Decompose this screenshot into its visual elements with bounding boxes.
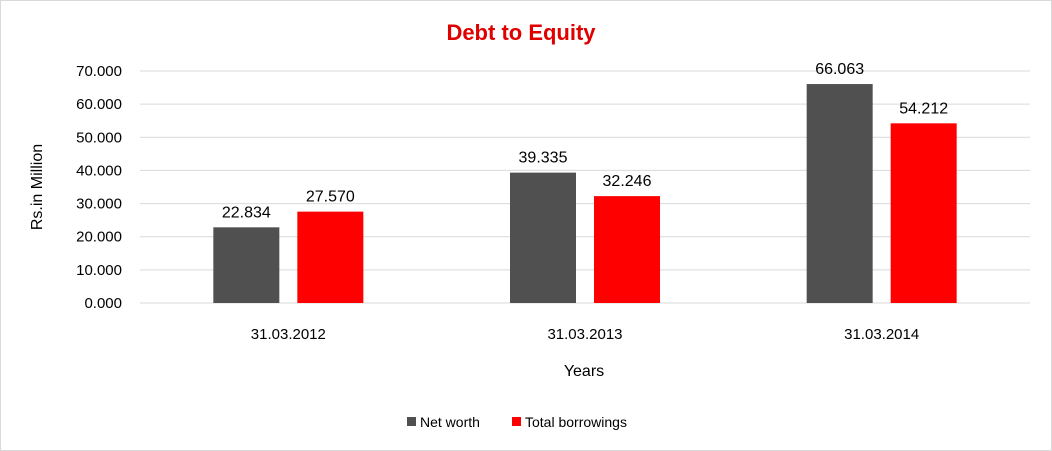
y-tick-label: 70.000: [76, 63, 122, 80]
y-tick-label: 60.000: [76, 96, 122, 113]
data-label: 27.570: [306, 189, 355, 206]
legend-swatch: [512, 417, 521, 426]
bar-total-borrowings: [297, 211, 364, 303]
chart-title: Debt to Equity: [446, 20, 596, 45]
x-axis-ticks: 31.03.2012 31.03.2013 31.03.2014: [251, 326, 919, 343]
y-tick-label: 0.000: [84, 295, 122, 312]
y-tick-label: 30.000: [76, 196, 122, 213]
y-axis-label: Rs.in Million: [29, 144, 46, 230]
y-tick-label: 20.000: [76, 229, 122, 246]
bar-total-borrowings: [890, 123, 957, 303]
x-axis-label: Years: [564, 363, 604, 380]
data-label: 22.834: [222, 204, 271, 221]
data-label: 32.246: [603, 173, 652, 190]
legend-label: Total borrowings: [525, 414, 627, 430]
y-axis-ticks: 0.000 10.000 20.000 30.000 40.000 50.000 60.00…: [76, 63, 122, 312]
bar-net-worth: [213, 227, 280, 303]
legend-label: Net worth: [420, 414, 480, 430]
data-label: 39.335: [519, 150, 568, 167]
data-label: 66.063: [815, 61, 864, 78]
y-tick-label: 50.000: [76, 129, 122, 146]
bar-net-worth: [806, 84, 873, 303]
bars: 22.834 27.570 39.335 32.246 66.063 54.212: [213, 61, 957, 303]
y-tick-label: 10.000: [76, 262, 122, 279]
bar-total-borrowings: [594, 196, 660, 303]
y-tick-label: 40.000: [76, 162, 122, 179]
x-tick-label: 31.03.2013: [547, 326, 622, 343]
bar-net-worth: [510, 172, 576, 303]
data-label: 54.212: [899, 100, 948, 117]
gridlines: [140, 70, 1030, 304]
legend: Net worth Total borrowings: [407, 414, 627, 430]
legend-swatch: [407, 417, 416, 426]
x-tick-label: 31.03.2012: [251, 326, 326, 343]
x-tick-label: 31.03.2014: [844, 326, 919, 343]
